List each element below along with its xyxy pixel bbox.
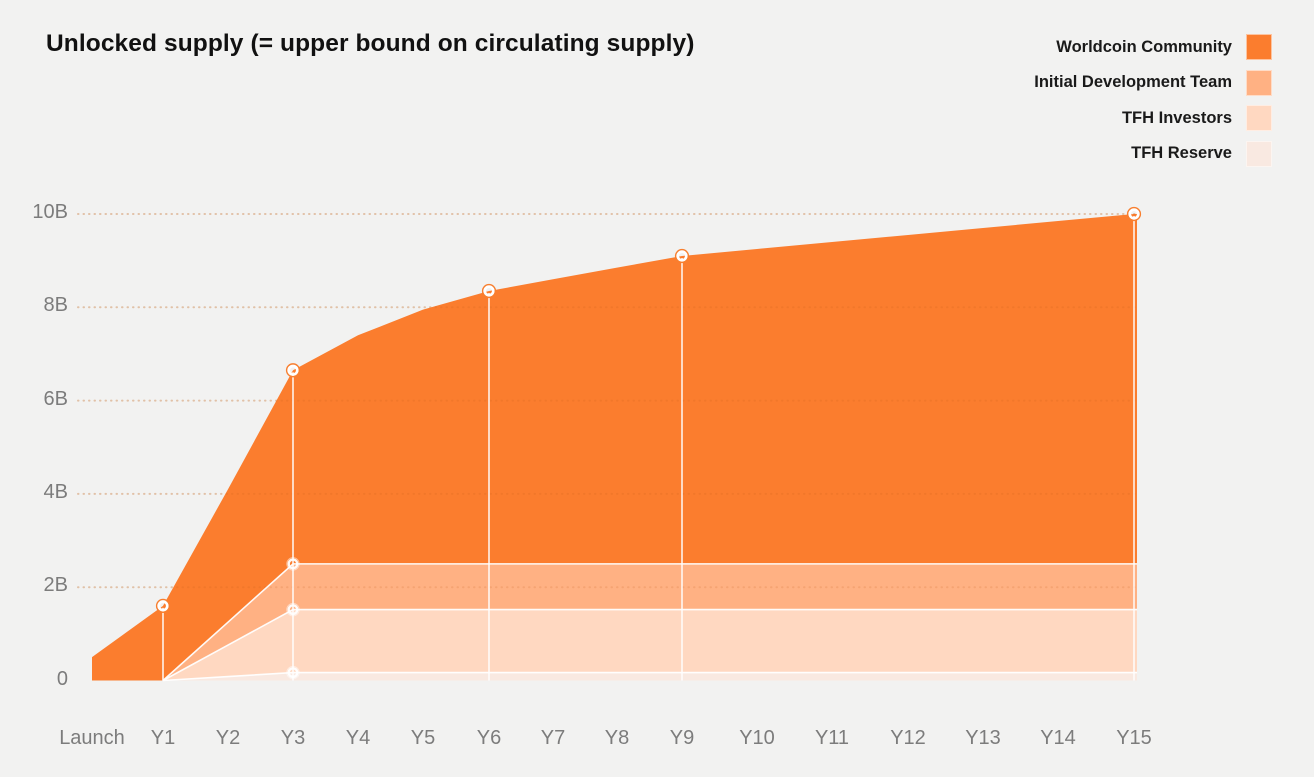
- total-curve-marker: [1128, 208, 1140, 220]
- total-curve-marker: [483, 285, 495, 297]
- legend-swatch: [1246, 69, 1272, 96]
- y-tick-label: 2B: [43, 574, 68, 597]
- legend-item-tfh-reserve: TFH Reserve: [1034, 140, 1272, 167]
- legend-item-label: TFH Reserve: [1131, 144, 1232, 162]
- x-tick-label: Y13: [965, 727, 1001, 749]
- y-tick-label: 10B: [32, 201, 68, 223]
- x-tick-label: Y15: [1116, 727, 1152, 749]
- band-boundary-marker: [287, 558, 299, 570]
- y-tick-label: 8B: [43, 294, 68, 317]
- band-boundary-marker: [286, 602, 300, 617]
- x-tick-label: Y8: [604, 727, 630, 749]
- band-boundary-marker: [287, 604, 299, 616]
- x-tick-label: Y11: [814, 727, 850, 749]
- x-tick-label: Y10: [739, 727, 775, 749]
- chart-title: Unlocked supply (= upper bound on circul…: [46, 30, 695, 57]
- total-curve-marker-outline: [1126, 206, 1142, 222]
- x-tick-label: Y7: [540, 727, 566, 749]
- x-tick-label: Launch: [59, 727, 125, 749]
- band-separator-line: [162, 671, 1137, 682]
- total-curve-marker-outline: [155, 598, 171, 613]
- x-tick-label: Y9: [669, 727, 695, 749]
- legend-swatch: [1246, 105, 1272, 131]
- legend-item-label: Worldcoin Community: [1056, 37, 1232, 56]
- legend-item-worldcoin-community: Worldcoin Community: [1034, 34, 1272, 60]
- x-tick-label: Y12: [890, 727, 926, 749]
- x-tick-label: Y3: [280, 727, 306, 749]
- band-boundary-marker: [286, 665, 300, 680]
- total-curve-marker-outline: [674, 248, 690, 264]
- total-curve-marker: [157, 600, 169, 612]
- legend-swatch: [1246, 34, 1272, 60]
- y-tick-label: 4B: [43, 480, 68, 503]
- area-band-tfh-investors: [92, 609, 1137, 681]
- total-curve-marker-outline: [285, 363, 301, 378]
- band-separator-line: [162, 563, 1137, 682]
- x-tick-label: Y14: [1040, 727, 1076, 749]
- y-tick-label: 0: [56, 667, 68, 690]
- legend-swatch: [1246, 140, 1272, 167]
- band-separator-line: [162, 608, 1137, 682]
- x-tick-label: Y5: [410, 727, 436, 749]
- legend-item-label: Initial Development Team: [1034, 73, 1232, 91]
- area-band-initial-development-team: [92, 563, 1137, 681]
- band-boundary-marker: [286, 557, 300, 571]
- legend-item-label: TFH Investors: [1121, 108, 1232, 127]
- band-boundary-marker: [287, 667, 299, 679]
- legend-item-tfh-investors: TFH Investors: [1034, 105, 1272, 131]
- x-tick-label: Y2: [215, 727, 241, 749]
- x-tick-label: Y6: [476, 727, 502, 749]
- total-curve-marker: [676, 250, 688, 262]
- x-tick-label: Y4: [345, 727, 371, 749]
- legend: Worldcoin Community Initial Development …: [1034, 34, 1272, 167]
- total-curve-marker: [287, 364, 299, 376]
- y-tick-label: 6B: [43, 387, 68, 410]
- x-tick-label: Y1: [150, 727, 176, 749]
- legend-item-initial-development-team: Initial Development Team: [1034, 69, 1272, 96]
- area-band-tfh-reserve: [92, 672, 1137, 681]
- total-curve-marker-outline: [481, 283, 497, 299]
